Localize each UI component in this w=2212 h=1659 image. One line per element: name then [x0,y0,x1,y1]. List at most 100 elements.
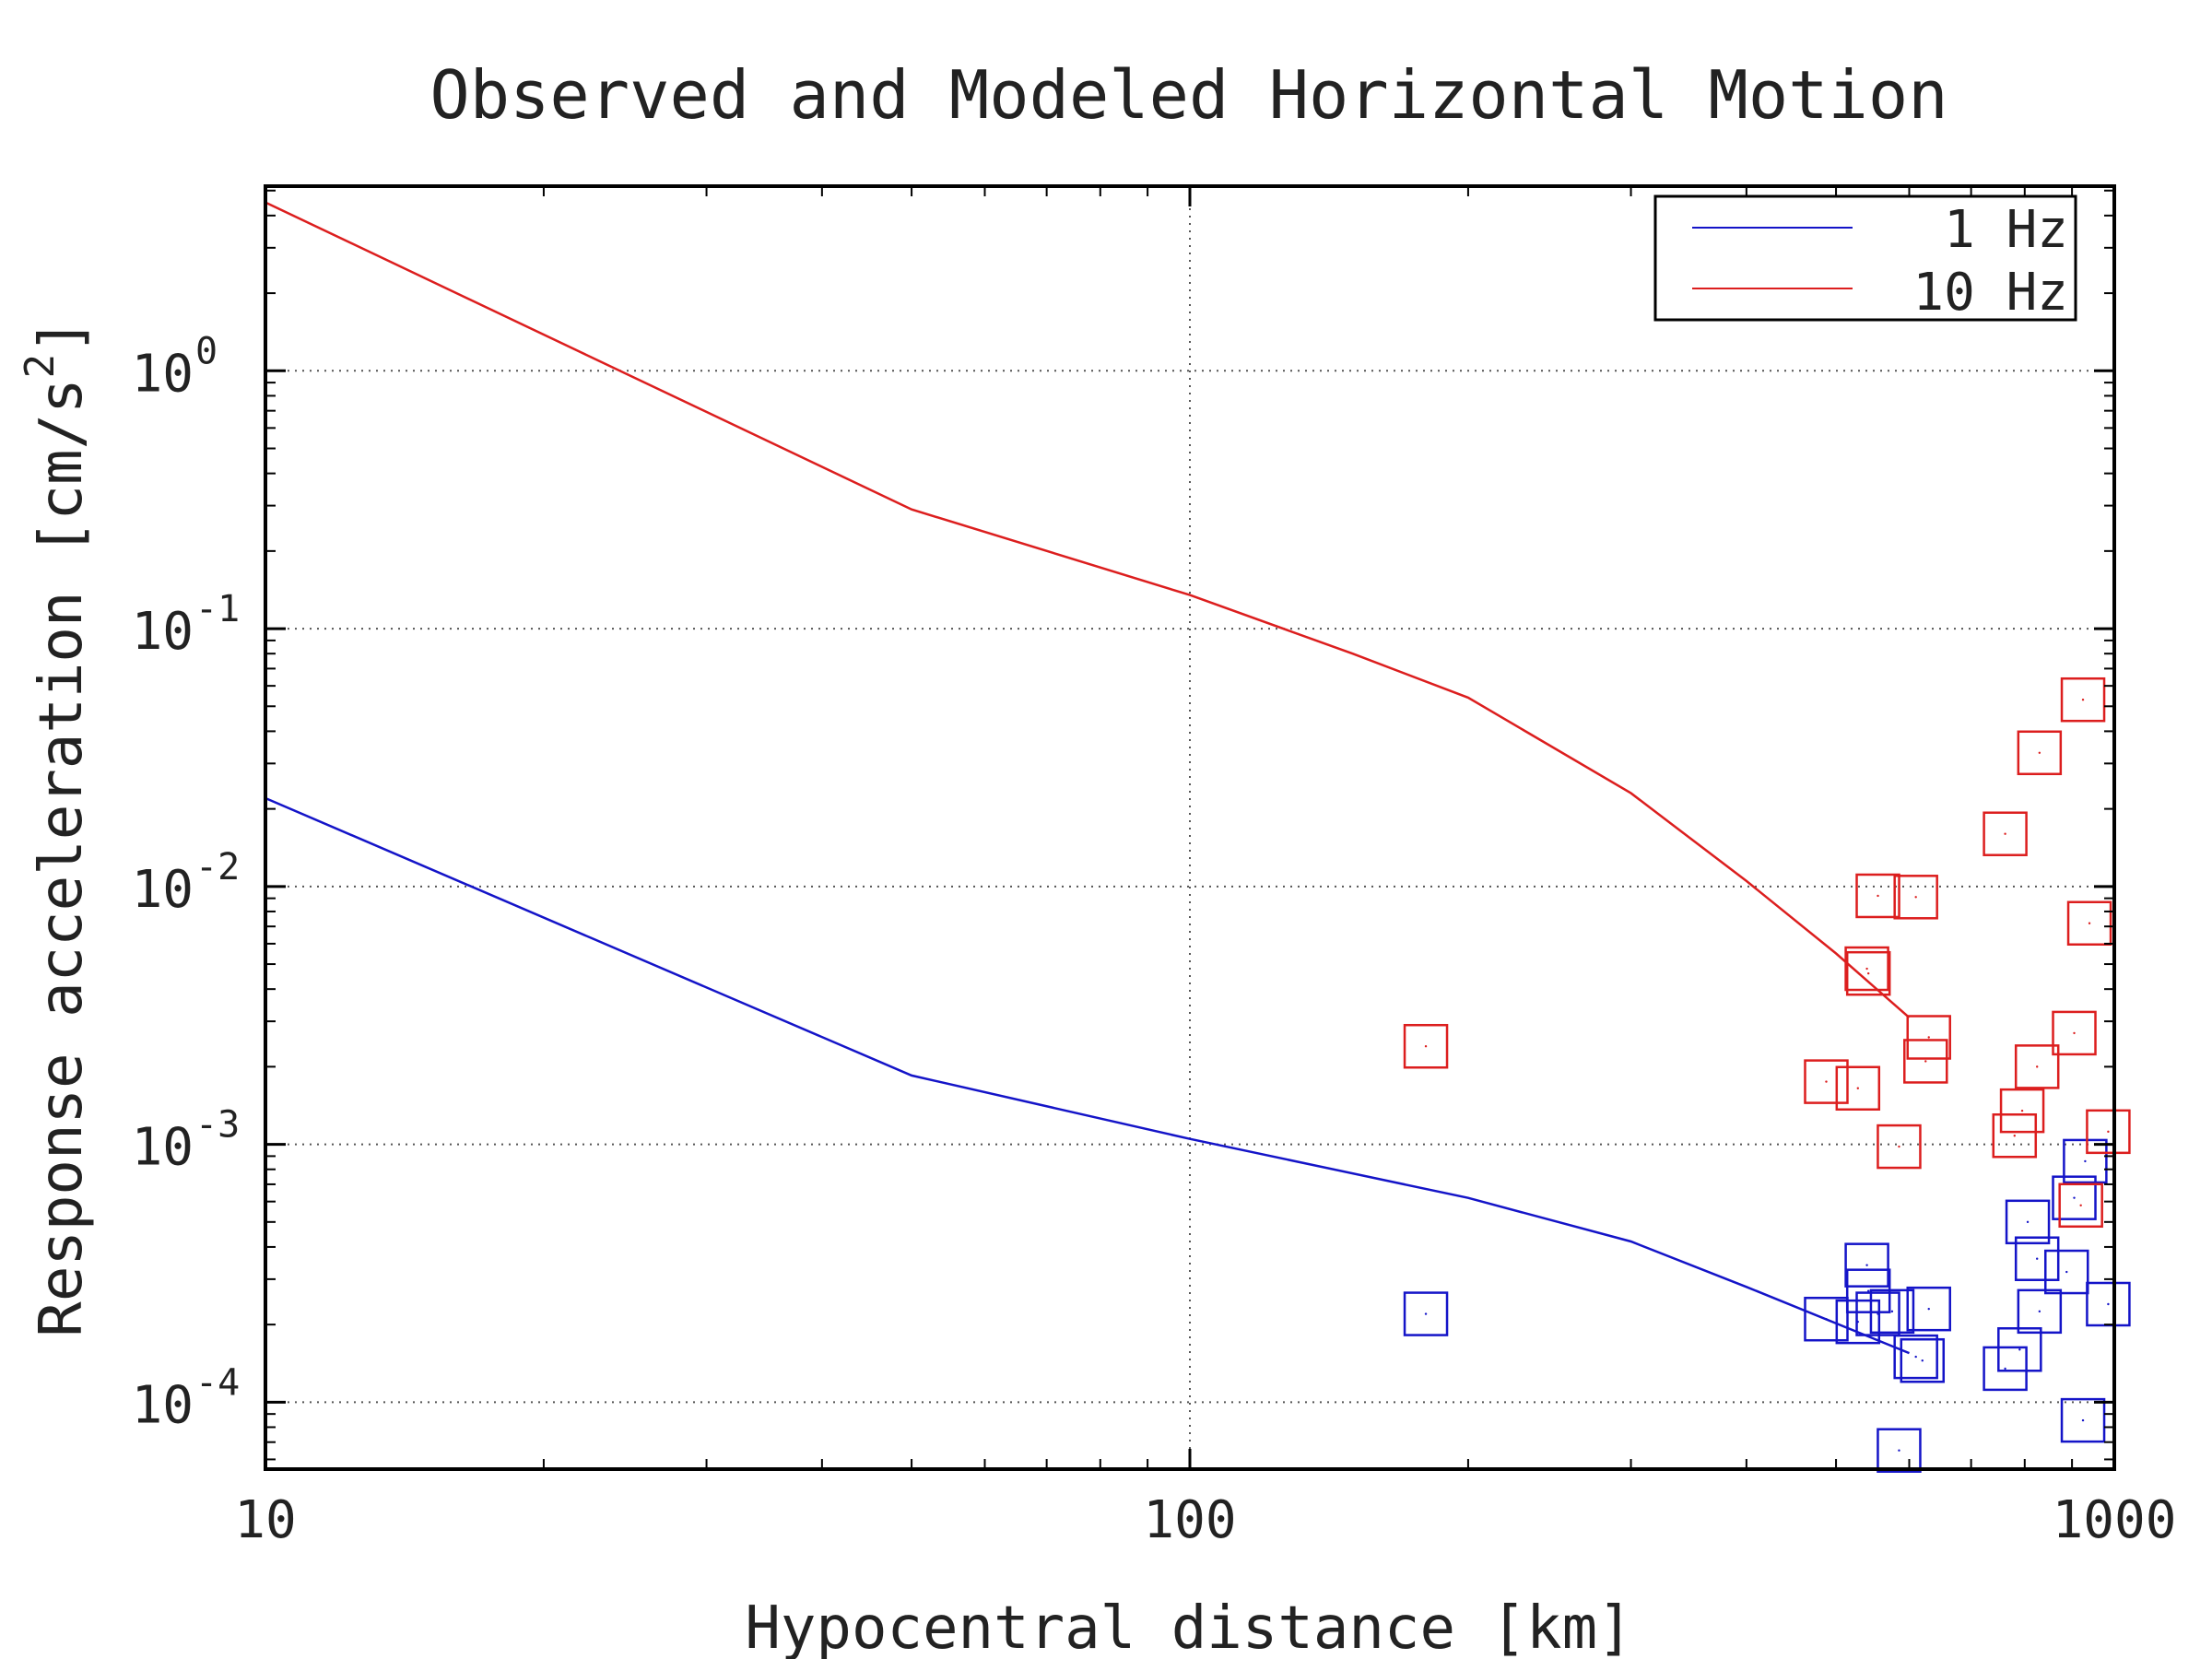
data-point-series-1 [1877,1124,1922,1170]
data-point-series-1 [1906,1015,1951,1060]
data-point-series-1 [1855,873,1900,919]
x-axis-label: Hypocentral distance [km] [745,1594,1632,1659]
data-point-series-1 [2066,900,2112,947]
data-point-center-series-0 [2018,1348,2021,1351]
data-point-center-series-1 [2079,1204,2082,1206]
data-point-series-1 [1983,811,2028,856]
data-point-center-series-1 [2073,1031,2076,1035]
data-point-center-series-1 [2038,751,2041,754]
data-point-center-series-0 [2065,1270,2068,1274]
data-point-series-0 [1844,1242,1889,1288]
data-point-series-1 [2014,1044,2060,1089]
data-point-series-0 [1877,1428,1922,1473]
y-tick-label: 10 [132,1118,194,1178]
y-tick-exponent: -4 [195,1361,240,1404]
data-point-series-0 [1855,1291,1900,1336]
data-point-series-0 [2052,1175,2097,1220]
y-axis-label-superscript: 2 [17,354,64,379]
data-point-series-0 [1997,1327,2042,1372]
data-point-series-1 [2086,1109,2131,1155]
data-point-center-series-0 [2073,1196,2076,1199]
data-point-series-1 [1845,950,1891,996]
data-point-series-1 [1903,1039,1948,1084]
data-point-series-0 [1403,1291,1449,1336]
data-point-series-0 [2014,1236,2060,1281]
data-point-center-series-1 [1424,1045,1428,1048]
y-axis-label-main: Response acceleration [cm/s [28,378,96,1336]
series-layer [265,201,1911,1355]
data-point-center-series-0 [2036,1257,2039,1260]
data-point-center-series-1 [2107,1130,2110,1134]
data-point-series-1 [2052,1010,2097,1056]
data-point-series-1 [1999,1088,2045,1134]
y-axis-label-close: ] [28,318,96,354]
data-point-center-series-0 [1877,1312,1879,1315]
data-point-series-0 [1893,1334,1938,1380]
data-points [1403,677,2131,1473]
data-point-center-series-0 [1898,1449,1900,1452]
data-point-center-series-0 [1825,1318,1828,1321]
data-point-center-series-0 [1927,1307,1930,1311]
data-point-center-series-1 [1825,1080,1828,1083]
legend: 1 Hz 10 Hz [1653,194,2077,323]
data-point-center-series-1 [2004,832,2006,835]
data-point-center-series-1 [1865,967,1868,971]
data-point-center-series-0 [1921,1359,1924,1362]
x-tick-label: 1000 [2053,1490,2177,1550]
data-point-series-0 [2044,1249,2089,1295]
data-point-series-0 [2063,1138,2108,1184]
chart-title: Observed and Modeled Horizontal Motion [429,56,1947,134]
y-tick-label: 10 [132,344,194,404]
data-point-series-1 [1835,1065,1881,1112]
data-point-series-0 [1906,1286,1951,1332]
y-tick-label: 10 [132,1375,194,1435]
series-line-1 [265,201,1911,1019]
data-point-series-1 [1992,1112,2038,1159]
data-point-series-0 [1869,1288,1915,1335]
data-point-center-series-1 [1867,971,1870,975]
data-point-series-0 [1983,1346,2028,1392]
data-point-series-1 [1403,1023,1449,1069]
grid-lines [265,186,2114,1469]
data-point-series-1 [2058,1182,2103,1229]
data-point-center-series-0 [1424,1312,1428,1315]
data-point-center-series-1 [2088,922,2091,924]
legend-box [1653,194,2077,322]
data-point-center-series-0 [2084,1159,2087,1163]
y-tick-label: 10 [132,602,194,662]
y-tick-exponent: -1 [195,588,240,630]
data-point-center-series-0 [2038,1310,2041,1313]
y-tick-exponent: -2 [195,846,240,888]
data-point-series-1 [1844,946,1889,992]
data-point-series-0 [2005,1199,2051,1245]
data-point-center-series-0 [1865,1264,1868,1266]
data-point-center-series-1 [1924,1060,1927,1063]
data-point-series-1 [1804,1059,1849,1104]
data-point-series-1 [2017,730,2063,776]
legend-label-1hz: 1 Hz [1944,200,2068,260]
data-point-series-1 [2060,677,2106,723]
y-tick-exponent: -3 [195,1104,240,1147]
data-point-center-series-1 [1914,896,1917,899]
data-point-center-series-1 [1877,894,1879,898]
data-point-series-0 [2017,1288,2063,1335]
legend-label-10hz: 10 Hz [1912,263,2068,323]
y-tick-exponent: 0 [195,330,218,372]
data-point-series-0 [1900,1337,1946,1383]
data-point-center-series-1 [2020,1109,2024,1112]
data-point-center-series-1 [1927,1036,1930,1039]
series-line-0 [265,796,1910,1355]
y-tick-label: 10 [132,860,194,920]
data-point-series-0 [1804,1296,1849,1342]
data-point-series-0 [2060,1397,2106,1443]
data-point-center-series-0 [2107,1302,2110,1306]
data-point-center-series-1 [2081,699,2085,701]
y-axis-label: Response acceleration [cm/s2] [17,318,96,1336]
x-axis-ticks: 10 100 1000 [234,186,2176,1550]
data-point-center-series-0 [1890,1310,1894,1313]
data-point-center-series-1 [1898,1145,1900,1148]
data-point-center-series-0 [1867,1289,1870,1292]
data-point-center-series-0 [2004,1367,2006,1371]
